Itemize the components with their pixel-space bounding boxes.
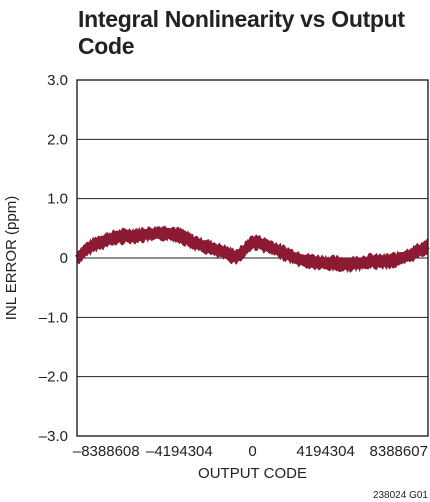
y-tick-label: 0 — [60, 250, 68, 267]
x-axis-label: OUTPUT CODE — [198, 465, 307, 482]
y-tick-label: –1.0 — [39, 309, 68, 326]
chart-title: Integral Nonlinearity vs Output Code — [78, 6, 405, 59]
y-tick-label: 3.0 — [47, 72, 68, 89]
x-tick-label: 8388607 — [370, 443, 428, 460]
x-tick-label: –8388608 — [73, 443, 140, 460]
y-tick-label: –2.0 — [39, 369, 68, 386]
y-tick-label: 1.0 — [47, 191, 68, 208]
series-band — [77, 225, 428, 274]
y-tick-label: 2.0 — [47, 131, 68, 148]
x-tick-labels: –8388608 –4194304 0 4194304 8388607 — [73, 443, 428, 460]
figure-code: 238024 G01 — [373, 490, 428, 501]
series-line — [74, 230, 430, 268]
y-axis-label: INL ERROR (ppm) — [3, 196, 20, 320]
x-tick-label: –4194304 — [146, 443, 213, 460]
x-tick-label: 4194304 — [296, 443, 354, 460]
plot-frame — [76, 79, 429, 437]
y-tick-labels: 3.0 2.0 1.0 0 –1.0 –2.0 –3.0 — [39, 72, 68, 445]
y-tick-label: –3.0 — [39, 428, 68, 445]
x-tick-label: 0 — [248, 443, 256, 460]
